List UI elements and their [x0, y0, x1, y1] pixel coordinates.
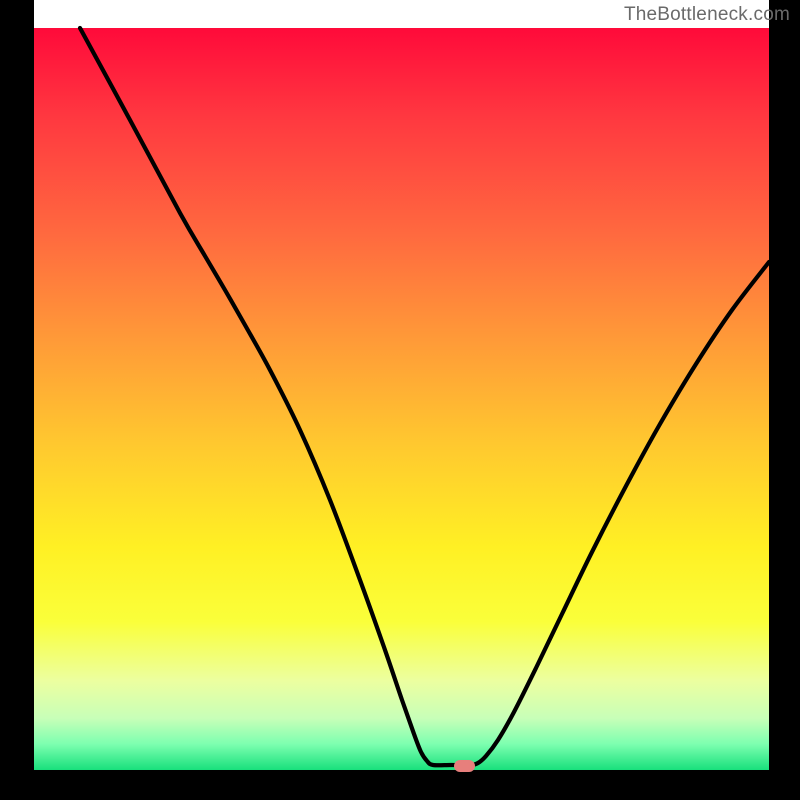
optimum-marker: [454, 760, 475, 772]
frame-right: [769, 0, 800, 800]
chart-stage: TheBottleneck.com: [0, 0, 800, 800]
plot-area: [34, 28, 769, 770]
frame-left: [0, 0, 34, 800]
watermark-text: TheBottleneck.com: [624, 4, 790, 26]
bottleneck-chart: [0, 0, 800, 800]
frame-bottom: [0, 770, 800, 800]
